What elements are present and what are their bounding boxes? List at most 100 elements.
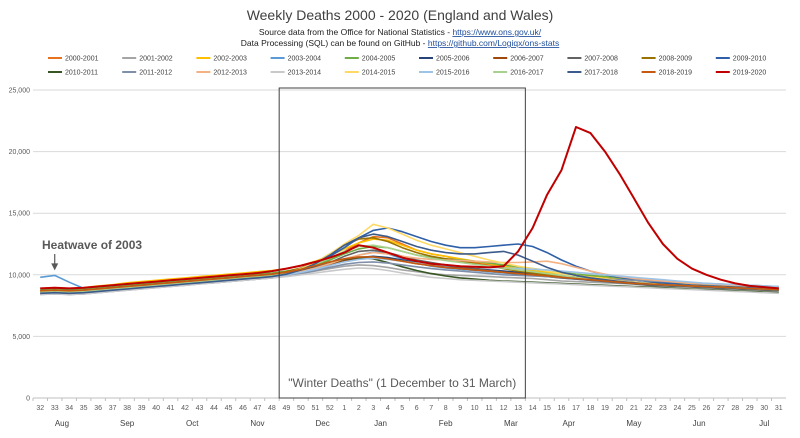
x-tick-label: 2 (357, 405, 361, 412)
legend-label: 2008-2009 (659, 56, 693, 63)
x-tick-label: 10 (471, 405, 479, 412)
x-tick-label: 11 (486, 405, 493, 412)
x-tick-label: 22 (645, 405, 653, 412)
month-label: Sep (120, 419, 135, 428)
x-tick-label: 25 (688, 405, 696, 412)
x-tick-label: 20 (616, 405, 624, 412)
x-tick-label: 51 (311, 405, 319, 412)
x-tick-label: 14 (529, 405, 537, 412)
x-tick-label: 28 (731, 405, 739, 412)
y-axis-ticks: 0 5,000 10,000 15,000 20,000 25,000 (9, 88, 31, 403)
ons-link[interactable]: https://www.ons.gov.uk/ (452, 27, 541, 37)
x-tick-label: 5 (400, 405, 404, 412)
x-axis-ticks: 32 33 34 35 36 37 38 39 40 41 42 43 44 45 46 47 48 49 50 51… (32, 398, 783, 412)
month-label: Dec (315, 419, 329, 428)
legend-label: 2002-2003 (213, 56, 247, 63)
legend-label: 2014-2015 (362, 70, 396, 77)
github-link[interactable]: https://github.com/Logiqx/ons-stats (428, 38, 559, 48)
heatwave-arrowhead (51, 263, 59, 271)
legend-label: 2012-2013 (213, 70, 247, 77)
series-line (40, 256, 779, 292)
legend-label: 2013-2014 (288, 70, 322, 77)
y-tick-label: 25,000 (9, 88, 31, 95)
y-tick-label: 0 (26, 396, 30, 403)
winter-deaths-box (278, 87, 526, 399)
x-tick-label: 1 (342, 405, 346, 412)
x-tick-label: 39 (138, 405, 146, 412)
legend-label: 2015-2016 (436, 70, 470, 77)
x-tick-label: 32 (36, 405, 44, 412)
subtitle-text-2: Data Processing (SQL) can be found on Gi… (241, 38, 428, 48)
x-tick-label: 38 (123, 405, 131, 412)
x-tick-label: 50 (297, 405, 305, 412)
y-tick-label: 15,000 (9, 211, 31, 218)
x-tick-label: 8 (444, 405, 448, 412)
x-tick-label: 18 (587, 405, 595, 412)
x-tick-label: 16 (558, 405, 566, 412)
series-lines (40, 126, 779, 296)
x-tick-label: 49 (283, 405, 291, 412)
x-tick-label: 6 (415, 405, 419, 412)
x-tick-label: 17 (572, 405, 580, 412)
chart-subtitle-2: Data Processing (SQL) can be found on Gi… (241, 38, 559, 48)
y-tick-label: 10,000 (9, 272, 31, 279)
y-tick-label: 5,000 (12, 334, 30, 341)
legend-label: 2007-2008 (584, 56, 618, 63)
x-tick-label: 3 (371, 405, 375, 412)
winter-deaths-label: "Winter Deaths" (1 December to 31 March) (288, 376, 516, 390)
month-label: Jun (693, 419, 706, 428)
x-tick-label: 35 (80, 405, 88, 412)
x-tick-label: 43 (196, 405, 204, 412)
month-label: May (626, 419, 641, 428)
legend-label: 2003-2004 (288, 56, 322, 63)
x-tick-label: 40 (152, 405, 160, 412)
x-tick-label: 33 (51, 405, 59, 412)
x-tick-label: 4 (386, 405, 390, 412)
y-tick-label: 20,000 (9, 149, 31, 156)
month-label: Mar (504, 419, 518, 428)
x-tick-label: 44 (210, 405, 218, 412)
x-tick-label: 37 (109, 405, 117, 412)
x-tick-label: 29 (746, 405, 754, 412)
x-tick-label: 26 (702, 405, 710, 412)
month-label: Oct (186, 419, 199, 428)
legend-label: 2019-2020 (733, 70, 767, 77)
x-tick-label: 24 (673, 405, 681, 412)
legend-label: 2009-2010 (733, 56, 767, 63)
x-tick-label: 19 (601, 405, 609, 412)
x-tick-label: 36 (94, 405, 102, 412)
x-tick-label: 9 (458, 405, 462, 412)
series-line (40, 126, 779, 290)
x-tick-label: 47 (254, 405, 262, 412)
legend-label: 2000-2001 (65, 56, 99, 63)
x-tick-label: 41 (167, 405, 175, 412)
x-tick-label: 13 (514, 405, 522, 412)
x-tick-label: 31 (775, 405, 783, 412)
x-tick-label: 12 (500, 405, 508, 412)
x-tick-label: 45 (225, 405, 233, 412)
legend-label: 2006-2007 (510, 56, 544, 63)
x-tick-label: 42 (181, 405, 189, 412)
subtitle-text-1: Source data from the Office for National… (259, 27, 453, 37)
legend: 2000-2001 2001-2002 2002-2003 2003-2004 2004… (48, 56, 766, 77)
x-tick-label: 48 (268, 405, 276, 412)
x-tick-label: 23 (659, 405, 667, 412)
legend-label: 2018-2019 (659, 70, 693, 77)
series-line (40, 267, 779, 296)
legend-label: 2004-2005 (362, 56, 396, 63)
legend-label: 2017-2018 (584, 70, 618, 77)
x-tick-label: 15 (543, 405, 551, 412)
month-label: Apr (563, 419, 576, 428)
legend-label: 2011-2012 (139, 70, 172, 77)
month-label: Nov (250, 419, 264, 428)
legend-label: 2016-2017 (510, 70, 544, 77)
heatwave-annotation: Heatwave of 2003 (42, 238, 142, 252)
month-label: Jul (759, 419, 769, 428)
x-tick-label: 52 (326, 405, 334, 412)
chart-title: Weekly Deaths 2000 - 2020 (England and W… (247, 7, 554, 23)
x-tick-label: 46 (239, 405, 247, 412)
legend-label: 2005-2006 (436, 56, 470, 63)
x-tick-label: 34 (65, 405, 73, 412)
